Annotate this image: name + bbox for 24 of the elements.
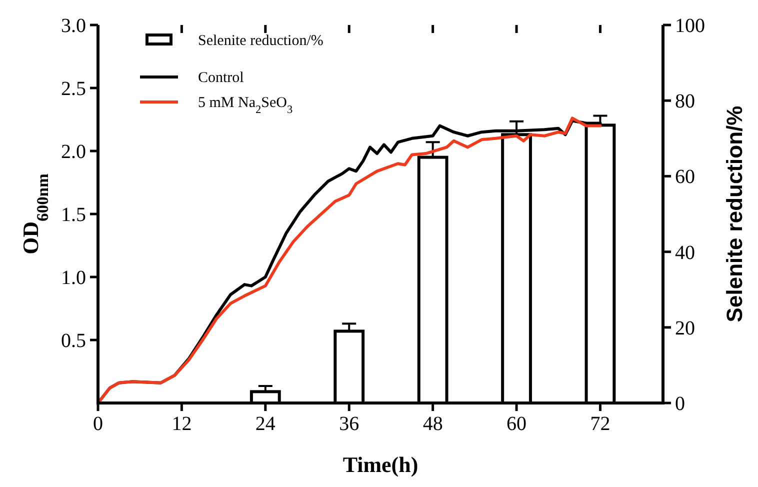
legend-label: Control bbox=[198, 70, 244, 86]
x-tick-label: 12 bbox=[172, 413, 192, 435]
y-tick-label: 3.0 bbox=[61, 15, 86, 37]
x-tick-label: 0 bbox=[93, 413, 103, 435]
x-axis-title: Time(h) bbox=[342, 452, 418, 477]
y2-tick-label: 80 bbox=[675, 90, 695, 113]
x-tick-label: 60 bbox=[506, 413, 527, 435]
y2-tick-label: 40 bbox=[675, 242, 695, 264]
y-tick-label: 2.0 bbox=[61, 141, 86, 163]
legend-label: Selenite reduction/% bbox=[198, 33, 324, 49]
legend-label: 5 mM Na$_{2}$SeO$_{3}$ bbox=[198, 95, 293, 116]
x-tick-label: 48 bbox=[422, 413, 443, 435]
y2-axis-title: Selenite reduction/% bbox=[722, 106, 747, 322]
y-tick-label: 1.0 bbox=[61, 267, 86, 289]
x-tick-label: 36 bbox=[339, 413, 360, 435]
y2-tick-label: 60 bbox=[675, 166, 695, 188]
y2-tick-label: 20 bbox=[675, 317, 695, 340]
y2-tick-label: 0 bbox=[675, 393, 685, 415]
y-tick-label: 0.5 bbox=[61, 330, 86, 352]
y-tick-label: 2.5 bbox=[61, 78, 86, 100]
y-tick-label: 1.5 bbox=[61, 204, 86, 226]
y2-tick-label: 100 bbox=[675, 15, 705, 37]
x-tick-label: 72 bbox=[590, 413, 610, 435]
x-tick-label: 24 bbox=[255, 413, 276, 435]
